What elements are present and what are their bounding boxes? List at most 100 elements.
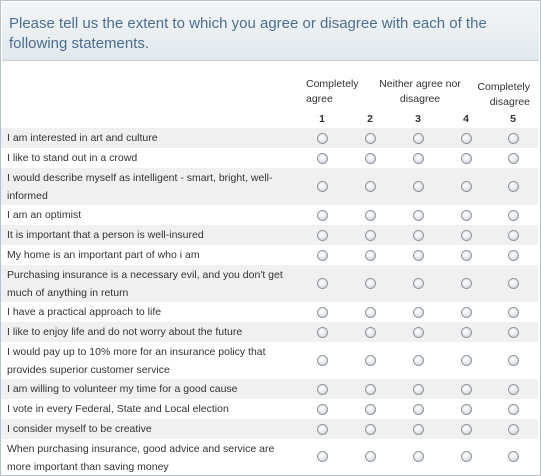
rating-radio-2[interactable] xyxy=(364,278,376,289)
rating-radio-2[interactable] xyxy=(364,306,376,318)
rating-radio-4[interactable] xyxy=(460,132,472,144)
rating-radio-5[interactable] xyxy=(507,383,519,395)
rating-radio-5[interactable] xyxy=(507,181,519,192)
rating-radio-5[interactable] xyxy=(507,278,519,289)
rating-radio-1[interactable] xyxy=(316,249,328,261)
rating-radio-5[interactable] xyxy=(507,355,519,366)
rating-radio-2[interactable] xyxy=(364,152,376,164)
statement-row: Purchasing insurance is a necessary evil… xyxy=(1,265,538,302)
statement-row: When purchasing insurance, good advice a… xyxy=(1,439,538,474)
rating-radio-4[interactable] xyxy=(460,152,472,164)
column-number: 1 xyxy=(319,113,325,125)
rating-radio-2[interactable] xyxy=(364,181,376,192)
rating-radio-2[interactable] xyxy=(364,355,376,366)
rating-radio-1[interactable] xyxy=(316,152,328,164)
rating-radio-3[interactable] xyxy=(412,423,424,435)
rating-radio-1[interactable] xyxy=(316,278,328,289)
rating-radio-4[interactable] xyxy=(460,229,472,241)
rating-radio-4[interactable] xyxy=(460,326,472,338)
column-number: 2 xyxy=(367,113,373,125)
statement-text: Purchasing insurance is a necessary evil… xyxy=(7,269,283,299)
rating-radio-3[interactable] xyxy=(412,306,424,318)
column-number: 4 xyxy=(463,113,469,125)
statement-row: I would describe myself as intelligent -… xyxy=(1,168,538,205)
statement-row: I am an optimist xyxy=(1,205,538,225)
rating-radio-2[interactable] xyxy=(364,209,376,221)
rating-radio-4[interactable] xyxy=(460,278,472,289)
rating-radio-4[interactable] xyxy=(460,209,472,221)
statement-row: I like to enjoy life and do not worry ab… xyxy=(1,322,538,342)
rating-radio-3[interactable] xyxy=(412,451,424,462)
rating-radio-5[interactable] xyxy=(507,423,519,435)
column-number: 3 xyxy=(415,113,421,125)
rating-radio-3[interactable] xyxy=(412,132,424,144)
statement-text: I consider myself to be creative xyxy=(7,423,152,435)
rating-radio-3[interactable] xyxy=(412,152,424,164)
statement-text: It is important that a person is well-in… xyxy=(7,229,204,241)
rating-radio-2[interactable] xyxy=(364,229,376,241)
rating-radio-4[interactable] xyxy=(460,306,472,318)
rating-radio-2[interactable] xyxy=(364,249,376,261)
statement-text: I like to enjoy life and do not worry ab… xyxy=(7,326,243,338)
rating-radio-3[interactable] xyxy=(412,326,424,338)
statement-row: I am interested in art and culture xyxy=(1,128,538,148)
statement-row: I like to stand out in a crowd xyxy=(1,148,538,168)
rating-radio-3[interactable] xyxy=(412,181,424,192)
statement-text: My home is an important part of who i am xyxy=(7,249,200,261)
rating-radio-3[interactable] xyxy=(412,403,424,415)
rating-radio-5[interactable] xyxy=(507,229,519,241)
rating-radio-1[interactable] xyxy=(316,326,328,338)
rating-radio-2[interactable] xyxy=(364,383,376,395)
rating-radio-1[interactable] xyxy=(316,451,328,462)
rating-radio-5[interactable] xyxy=(507,132,519,144)
rating-radio-1[interactable] xyxy=(316,403,328,415)
rating-radio-4[interactable] xyxy=(460,423,472,435)
scale-label-neutral: Neither agree nor disagree xyxy=(379,78,461,105)
rating-radio-5[interactable] xyxy=(507,152,519,164)
rating-radio-1[interactable] xyxy=(316,306,328,318)
rating-radio-4[interactable] xyxy=(460,383,472,395)
rating-radio-5[interactable] xyxy=(507,326,519,338)
statement-text: I vote in every Federal, State and Local… xyxy=(7,403,229,415)
rating-radio-4[interactable] xyxy=(460,403,472,415)
rating-radio-3[interactable] xyxy=(412,383,424,395)
rating-radio-2[interactable] xyxy=(364,451,376,462)
statement-text: I have a practical approach to life xyxy=(7,306,162,318)
rating-radio-4[interactable] xyxy=(460,249,472,261)
rating-radio-1[interactable] xyxy=(316,209,328,221)
statement-row: I vote in every Federal, State and Local… xyxy=(1,399,538,419)
rating-radio-2[interactable] xyxy=(364,326,376,338)
rating-radio-4[interactable] xyxy=(460,181,472,192)
statement-text: I would describe myself as intelligent -… xyxy=(7,172,273,202)
rating-radio-2[interactable] xyxy=(364,132,376,144)
statement-text: I am interested in art and culture xyxy=(7,132,158,144)
rating-radio-5[interactable] xyxy=(507,451,519,462)
rating-radio-4[interactable] xyxy=(460,355,472,366)
rating-radio-5[interactable] xyxy=(507,249,519,261)
statement-row: I consider myself to be creative xyxy=(1,419,538,439)
rating-radio-1[interactable] xyxy=(316,132,328,144)
statement-text: I am willing to volunteer my time for a … xyxy=(7,383,238,395)
rating-radio-3[interactable] xyxy=(412,229,424,241)
rating-radio-4[interactable] xyxy=(460,451,472,462)
column-number: 5 xyxy=(510,113,516,125)
rating-radio-3[interactable] xyxy=(412,278,424,289)
rating-radio-1[interactable] xyxy=(316,229,328,241)
statement-text: I am an optimist xyxy=(7,209,82,221)
rating-radio-5[interactable] xyxy=(507,306,519,318)
rating-radio-3[interactable] xyxy=(412,209,424,221)
rating-radio-2[interactable] xyxy=(364,423,376,435)
rating-radio-1[interactable] xyxy=(316,423,328,435)
rating-radio-1[interactable] xyxy=(316,355,328,366)
rating-radio-2[interactable] xyxy=(364,403,376,415)
rating-radio-5[interactable] xyxy=(507,403,519,415)
question-text: Please tell us the extent to which you a… xyxy=(9,15,487,52)
scale-label-completely-disagree: Completely disagree xyxy=(477,81,530,108)
rating-radio-3[interactable] xyxy=(412,355,424,366)
question-header: Please tell us the extent to which you a… xyxy=(2,2,539,61)
rating-radio-1[interactable] xyxy=(316,181,328,192)
rating-radio-3[interactable] xyxy=(412,249,424,261)
rating-radio-1[interactable] xyxy=(316,383,328,395)
rating-radio-5[interactable] xyxy=(507,209,519,221)
statement-text: When purchasing insurance, good advice a… xyxy=(7,443,275,473)
